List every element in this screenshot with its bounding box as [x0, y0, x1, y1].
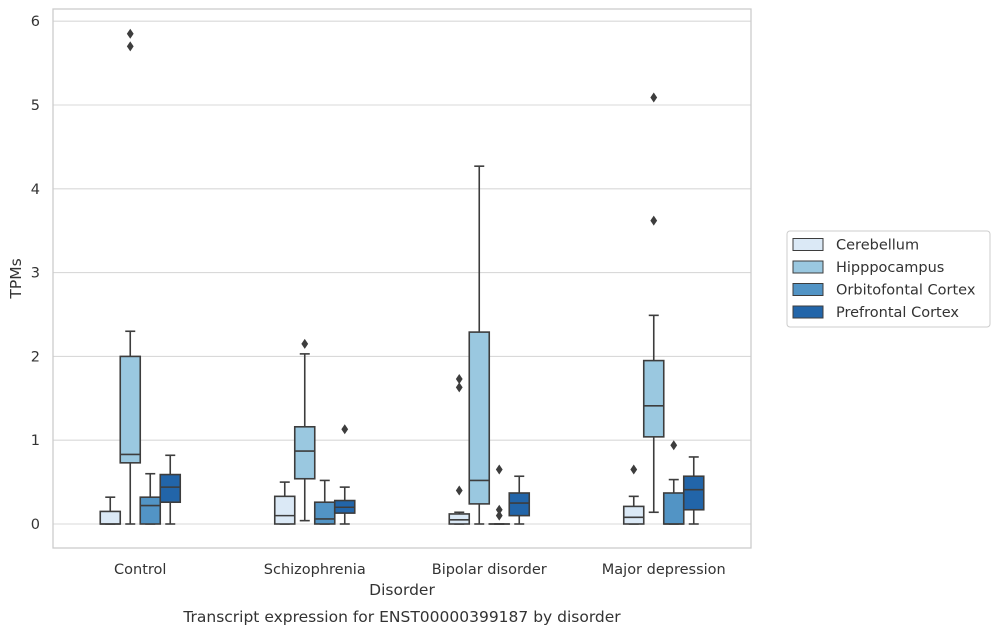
- box: [642, 359, 665, 438]
- box-group: [642, 92, 665, 514]
- box-group: [293, 338, 316, 522]
- outlier-point: [630, 464, 638, 475]
- y-tick-label: 3: [31, 266, 40, 282]
- box: [682, 475, 705, 511]
- outlier-point: [455, 485, 463, 496]
- y-tick-label: 2: [31, 349, 40, 365]
- outlier-point: [341, 424, 349, 435]
- box: [293, 425, 316, 480]
- y-tick-label: 0: [31, 517, 40, 533]
- box: [159, 473, 182, 504]
- legend: Cerebellum Hipppocampus Orbitofontal Corte…: [786, 230, 991, 328]
- x-axis-title: Disorder: [369, 581, 435, 599]
- y-tick-label: 1: [31, 433, 40, 449]
- x-tick-label: Schizophrenia: [264, 562, 366, 578]
- x-tick-label: Control: [114, 562, 166, 578]
- box-group: [508, 475, 531, 525]
- plot-frame: [52, 8, 752, 549]
- series-hipppocampus: [119, 28, 665, 525]
- legend-label: Prefrontal Cortex: [836, 305, 959, 321]
- legend-label: Cerebellum: [836, 238, 919, 254]
- outlier-point: [650, 215, 658, 226]
- y-tick-label: 5: [31, 98, 40, 114]
- legend-frame: [786, 230, 991, 328]
- box: [448, 513, 471, 525]
- outlier-point: [650, 92, 658, 103]
- legend-entry: Prefrontal Cortex: [792, 305, 959, 321]
- box: [662, 492, 685, 525]
- box-group: [273, 481, 296, 525]
- outlier-point: [126, 28, 134, 39]
- outlier-point: [495, 504, 503, 515]
- box-group: [333, 424, 356, 525]
- legend-label: Hipppocampus: [836, 260, 944, 276]
- outlier-point: [301, 338, 309, 349]
- legend-swatch: [792, 283, 824, 296]
- box-group: [99, 496, 122, 525]
- legend-swatch: [792, 305, 824, 319]
- chart-caption: Transcript expression for ENST0000039918…: [182, 608, 621, 626]
- legend-swatch: [792, 238, 824, 251]
- series-prefrontal-cortex: [159, 424, 705, 525]
- box: [508, 492, 531, 517]
- series-cerebellum: [99, 374, 645, 525]
- y-axis-ticks: 0 1 2 3 4 5 6: [31, 14, 40, 533]
- outlier-point: [126, 41, 134, 52]
- box: [139, 496, 162, 525]
- x-axis-ticks: Control Schizophrenia Bipolar disorder Majo…: [114, 562, 726, 578]
- outlier-point: [455, 382, 463, 393]
- x-tick-label: Bipolar disorder: [432, 562, 547, 578]
- outlier-point: [455, 374, 463, 385]
- legend-entry: Cerebellum: [792, 238, 919, 254]
- box: [468, 331, 491, 505]
- box-group: [468, 165, 491, 525]
- box-group: [488, 464, 511, 525]
- box-group: [682, 456, 705, 525]
- box-series: [99, 28, 705, 525]
- box-group: [622, 464, 645, 525]
- box-group: [119, 28, 142, 525]
- legend-swatch: [792, 260, 824, 274]
- box: [313, 501, 336, 525]
- outlier-point: [495, 510, 503, 521]
- legend-entry: Hipppocampus: [792, 260, 944, 276]
- outlier-point: [495, 464, 503, 475]
- y-tick-label: 6: [31, 14, 40, 30]
- legend-entry: Orbitofontal Cortex: [792, 283, 976, 299]
- box-group: [448, 374, 471, 525]
- box: [99, 510, 122, 525]
- box: [622, 505, 645, 525]
- box-group: [159, 454, 182, 525]
- outlier-point: [670, 440, 678, 451]
- y-tick-label: 4: [31, 182, 40, 198]
- legend-entries: Cerebellum Hipppocampus Orbitofontal Corte…: [792, 238, 976, 321]
- box: [119, 355, 142, 464]
- box-group: [139, 472, 162, 525]
- x-tick-label: Major depression: [602, 562, 726, 578]
- y-axis-title: TPMs: [7, 258, 25, 299]
- legend-label: Orbitofontal Cortex: [836, 283, 976, 299]
- box: [273, 495, 296, 525]
